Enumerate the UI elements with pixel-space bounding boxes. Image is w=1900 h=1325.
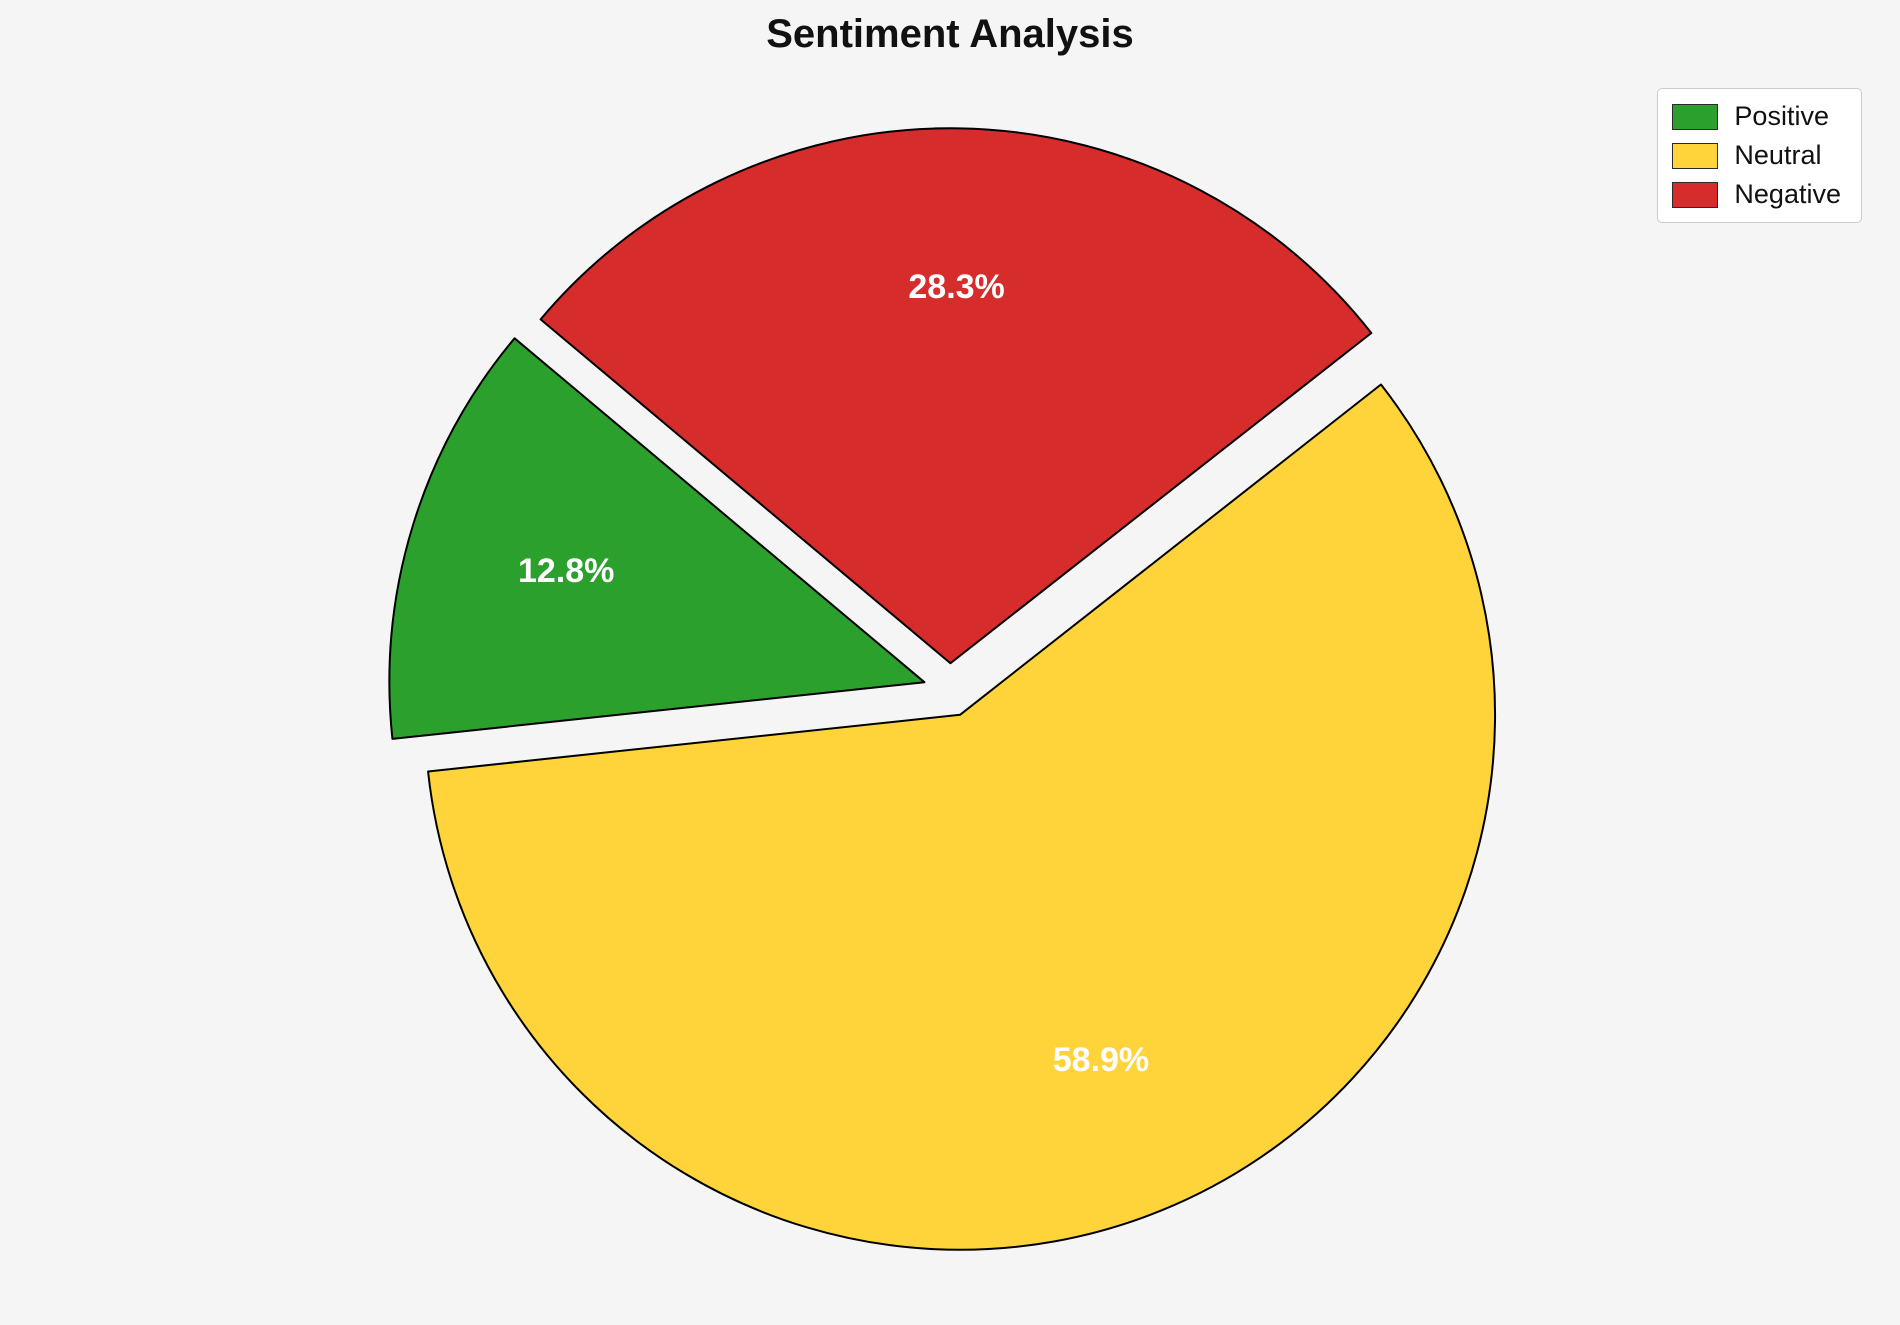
pie-slice-neutral xyxy=(427,383,1496,1251)
legend-swatch-neutral xyxy=(1672,142,1719,169)
chart-title: Sentiment Analysis xyxy=(766,12,1134,56)
legend-item-positive: Positive xyxy=(1672,103,1841,130)
legend-item-negative: Negative xyxy=(1672,181,1841,208)
pie-slice-positive xyxy=(388,337,926,740)
legend-label-neutral: Neutral xyxy=(1734,140,1822,170)
pct-label-neutral: 58.9% xyxy=(1053,1041,1149,1079)
legend: Positive Neutral Negative xyxy=(1657,88,1862,223)
legend-item-neutral: Neutral xyxy=(1672,142,1841,169)
pie-slice-negative xyxy=(539,127,1373,665)
pct-label-positive: 12.8% xyxy=(518,552,614,590)
legend-label-positive: Positive xyxy=(1734,101,1829,131)
legend-swatch-positive xyxy=(1672,103,1719,130)
legend-label-negative: Negative xyxy=(1734,179,1841,209)
legend-swatch-negative xyxy=(1672,181,1719,208)
pct-label-negative: 28.3% xyxy=(908,268,1004,306)
